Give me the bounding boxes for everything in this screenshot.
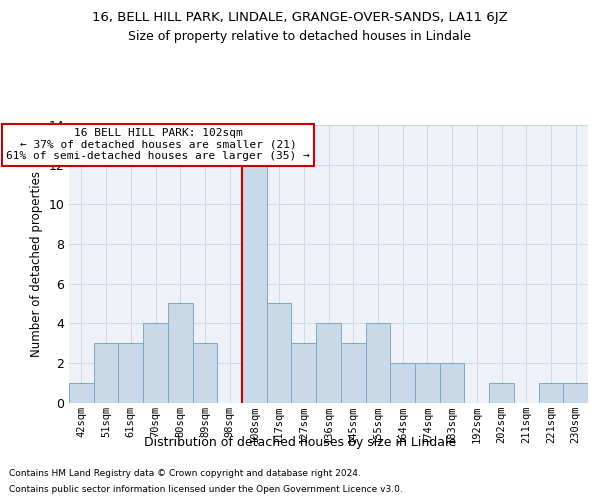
Text: Contains HM Land Registry data © Crown copyright and database right 2024.: Contains HM Land Registry data © Crown c… xyxy=(9,470,361,478)
Text: Size of property relative to detached houses in Lindale: Size of property relative to detached ho… xyxy=(128,30,472,43)
Bar xyxy=(242,164,267,402)
Text: 16 BELL HILL PARK: 102sqm
← 37% of detached houses are smaller (21)
61% of semi-: 16 BELL HILL PARK: 102sqm ← 37% of detac… xyxy=(6,128,310,161)
Bar xyxy=(365,323,390,402)
Bar xyxy=(341,343,365,402)
Bar xyxy=(168,304,193,402)
Bar xyxy=(94,343,118,402)
Bar xyxy=(118,343,143,402)
Bar xyxy=(440,363,464,403)
Bar xyxy=(390,363,415,403)
Text: Distribution of detached houses by size in Lindale: Distribution of detached houses by size … xyxy=(144,436,456,449)
Text: Contains public sector information licensed under the Open Government Licence v3: Contains public sector information licen… xyxy=(9,484,403,494)
Bar xyxy=(143,323,168,402)
Bar xyxy=(563,382,588,402)
Bar xyxy=(539,382,563,402)
Bar xyxy=(193,343,217,402)
Bar xyxy=(415,363,440,403)
Y-axis label: Number of detached properties: Number of detached properties xyxy=(30,171,43,357)
Text: 16, BELL HILL PARK, LINDALE, GRANGE-OVER-SANDS, LA11 6JZ: 16, BELL HILL PARK, LINDALE, GRANGE-OVER… xyxy=(92,11,508,24)
Bar xyxy=(489,382,514,402)
Bar xyxy=(316,323,341,402)
Bar xyxy=(292,343,316,402)
Bar xyxy=(267,304,292,402)
Bar xyxy=(69,382,94,402)
